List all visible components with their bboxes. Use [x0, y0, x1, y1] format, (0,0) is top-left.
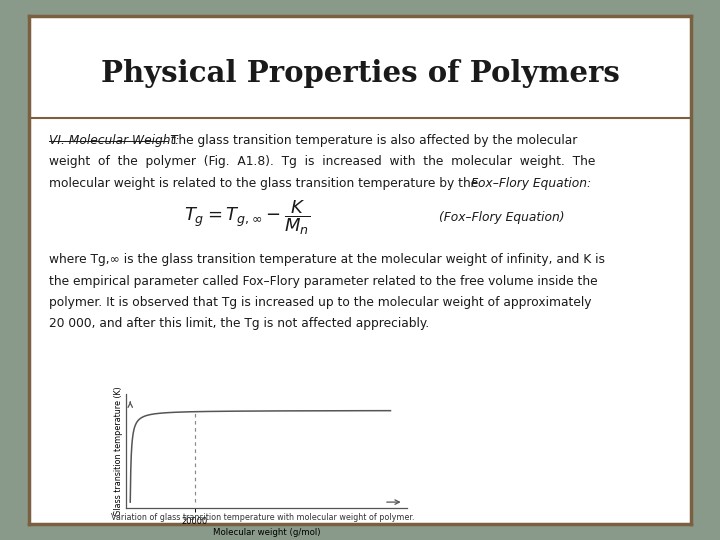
- Text: VI. Molecular Weight:: VI. Molecular Weight:: [49, 134, 179, 147]
- Text: polymer. It is observed that Tg is increased up to the molecular weight of appro: polymer. It is observed that Tg is incre…: [49, 296, 591, 309]
- Text: $T_g = T_{g,\infty} - \dfrac{K}{M_n}$: $T_g = T_{g,\infty} - \dfrac{K}{M_n}$: [184, 198, 310, 237]
- Text: 20 000, and after this limit, the Tg is not affected appreciably.: 20 000, and after this limit, the Tg is …: [49, 317, 429, 330]
- Text: The glass transition temperature is also affected by the molecular: The glass transition temperature is also…: [167, 134, 577, 147]
- Text: where Tg,∞ is the glass transition temperature at the molecular weight of infini: where Tg,∞ is the glass transition tempe…: [49, 253, 605, 266]
- Text: Fox–Flory Equation:: Fox–Flory Equation:: [472, 177, 591, 190]
- X-axis label: Molecular weight (g/mol): Molecular weight (g/mol): [212, 529, 320, 537]
- Text: Physical Properties of Polymers: Physical Properties of Polymers: [101, 58, 619, 87]
- Y-axis label: Glass transition temperature (K): Glass transition temperature (K): [114, 386, 123, 516]
- Text: molecular weight is related to the glass transition temperature by the: molecular weight is related to the glass…: [49, 177, 482, 190]
- Text: weight  of  the  polymer  (Fig.  A1.8).  Tg  is  increased  with  the  molecular: weight of the polymer (Fig. A1.8). Tg is…: [49, 156, 595, 168]
- Text: (Fox–Flory Equation): (Fox–Flory Equation): [439, 211, 565, 224]
- Text: Variation of glass transition temperature with molecular weight of polymer.: Variation of glass transition temperatur…: [111, 513, 415, 522]
- Text: the empirical parameter called Fox–Flory parameter related to the free volume in: the empirical parameter called Fox–Flory…: [49, 274, 598, 288]
